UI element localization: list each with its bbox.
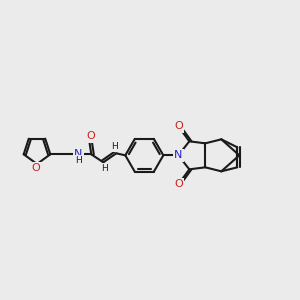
Text: H: H (101, 164, 108, 173)
Text: N: N (74, 149, 82, 159)
Text: N: N (174, 150, 182, 160)
Text: O: O (174, 121, 183, 131)
Text: O: O (32, 163, 40, 173)
Text: O: O (174, 179, 183, 189)
Text: H: H (111, 142, 118, 151)
Text: H: H (75, 156, 82, 165)
Text: O: O (86, 131, 95, 141)
